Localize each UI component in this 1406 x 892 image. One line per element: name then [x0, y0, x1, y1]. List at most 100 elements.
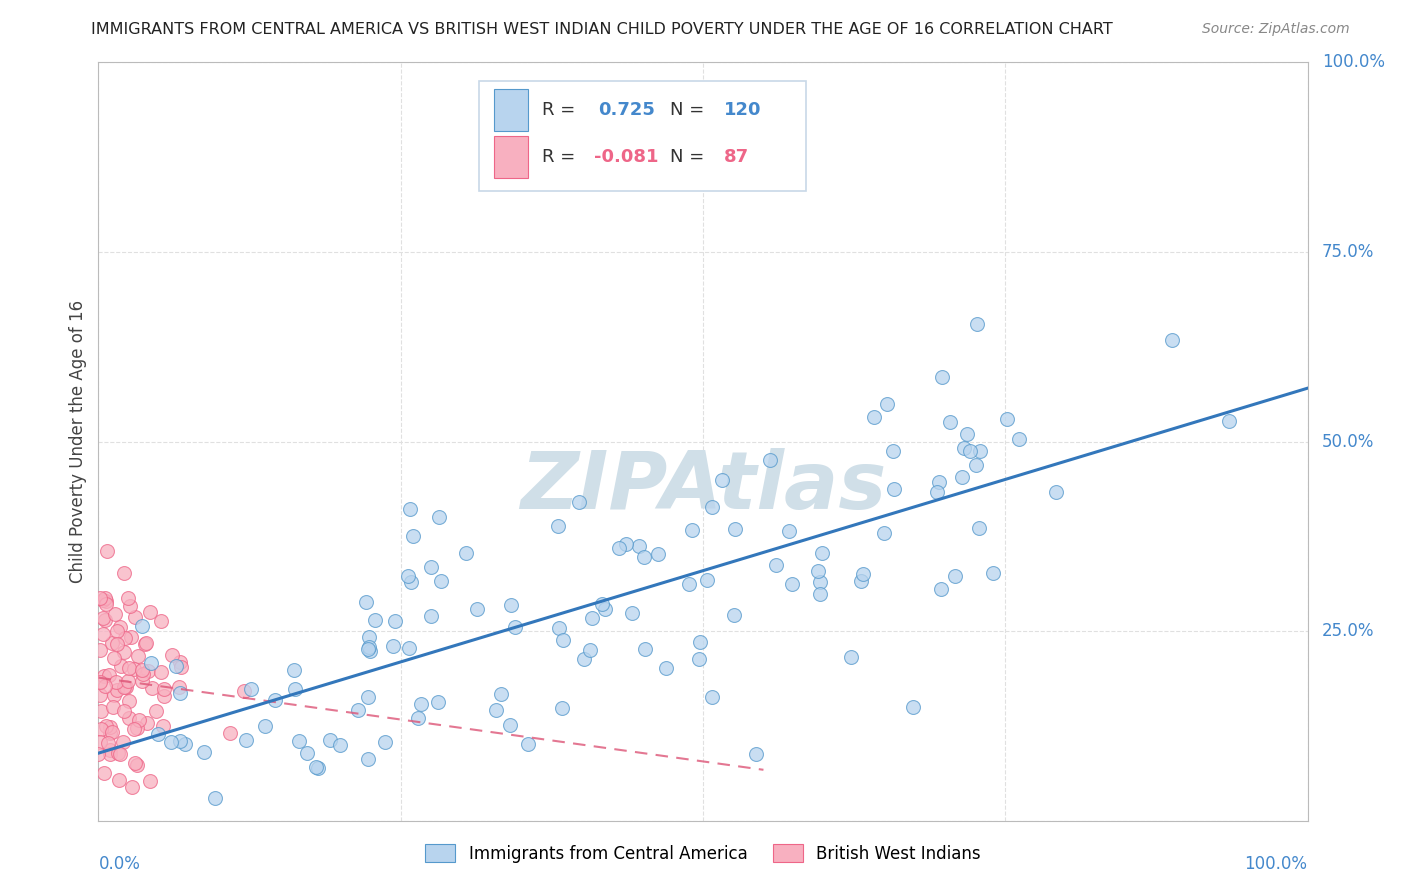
Point	[128, 713, 150, 727]
Point	[696, 573, 718, 587]
Point	[863, 410, 886, 425]
Point	[969, 443, 991, 458]
Point	[688, 652, 710, 666]
Point	[873, 526, 896, 541]
FancyBboxPatch shape	[494, 136, 527, 178]
Point	[125, 758, 148, 772]
Point	[112, 680, 135, 694]
Point	[131, 619, 153, 633]
Point	[581, 611, 603, 625]
FancyBboxPatch shape	[494, 89, 527, 131]
Point	[711, 473, 734, 487]
Point	[288, 733, 311, 747]
Point	[90, 704, 112, 718]
Point	[141, 681, 163, 695]
Point	[135, 716, 157, 731]
Point	[104, 675, 127, 690]
Text: 100.0%: 100.0%	[1244, 855, 1308, 872]
Point	[465, 602, 488, 616]
Point	[94, 679, 117, 693]
Point	[384, 615, 406, 629]
Point	[409, 697, 432, 711]
Text: N =: N =	[671, 148, 710, 166]
Point	[97, 736, 120, 750]
Point	[136, 664, 159, 678]
Point	[112, 566, 135, 581]
Point	[363, 613, 385, 627]
Point	[398, 640, 420, 655]
Point	[359, 640, 381, 654]
Point	[94, 594, 117, 608]
Point	[91, 626, 114, 640]
Point	[135, 636, 157, 650]
Point	[94, 719, 117, 733]
Point	[614, 537, 637, 551]
Point	[263, 693, 285, 707]
Point	[87, 747, 110, 761]
Point	[98, 720, 121, 734]
Text: 0.725: 0.725	[598, 101, 655, 120]
Point	[127, 648, 149, 663]
Point	[357, 690, 380, 705]
Point	[160, 735, 183, 749]
Point	[808, 587, 831, 601]
Point	[810, 546, 832, 560]
Point	[110, 620, 132, 634]
Point	[689, 635, 711, 649]
Text: ZIPAtlas: ZIPAtlas	[520, 448, 886, 526]
Point	[579, 643, 602, 657]
Point	[678, 576, 700, 591]
Point	[633, 550, 655, 565]
Point	[118, 661, 141, 675]
Point	[354, 595, 377, 609]
Point	[98, 747, 121, 762]
Point	[503, 620, 526, 634]
Point	[169, 655, 191, 669]
Point	[124, 610, 146, 624]
Point	[93, 591, 115, 605]
Point	[839, 650, 862, 665]
Point	[498, 717, 520, 731]
Point	[149, 614, 172, 628]
Point	[419, 560, 441, 574]
Point	[723, 607, 745, 622]
Point	[357, 752, 380, 766]
Point	[121, 780, 143, 794]
Point	[489, 687, 512, 701]
Point	[967, 521, 990, 535]
Point	[359, 644, 381, 658]
Point	[125, 721, 148, 735]
Point	[93, 668, 115, 682]
Point	[134, 637, 156, 651]
FancyBboxPatch shape	[479, 81, 806, 191]
Point	[139, 774, 162, 789]
Point	[758, 453, 780, 467]
Point	[501, 598, 523, 612]
Point	[808, 574, 831, 589]
Point	[89, 688, 111, 702]
Point	[807, 564, 830, 578]
Point	[929, 582, 952, 596]
Point	[356, 642, 378, 657]
Point	[950, 469, 973, 483]
Point	[396, 568, 419, 582]
Point	[105, 682, 128, 697]
Point	[131, 663, 153, 677]
Point	[882, 443, 904, 458]
Point	[628, 540, 651, 554]
Point	[193, 745, 215, 759]
Point	[232, 684, 254, 698]
Point	[647, 547, 669, 561]
Point	[145, 704, 167, 718]
Point	[150, 665, 173, 679]
Point	[124, 756, 146, 770]
Point	[284, 682, 307, 697]
Point	[381, 639, 404, 653]
Point	[925, 485, 948, 500]
Point	[1218, 414, 1240, 428]
Point	[408, 711, 430, 725]
Point	[89, 675, 111, 690]
Point	[117, 673, 139, 688]
Text: -0.081: -0.081	[595, 148, 658, 166]
Point	[89, 735, 111, 749]
